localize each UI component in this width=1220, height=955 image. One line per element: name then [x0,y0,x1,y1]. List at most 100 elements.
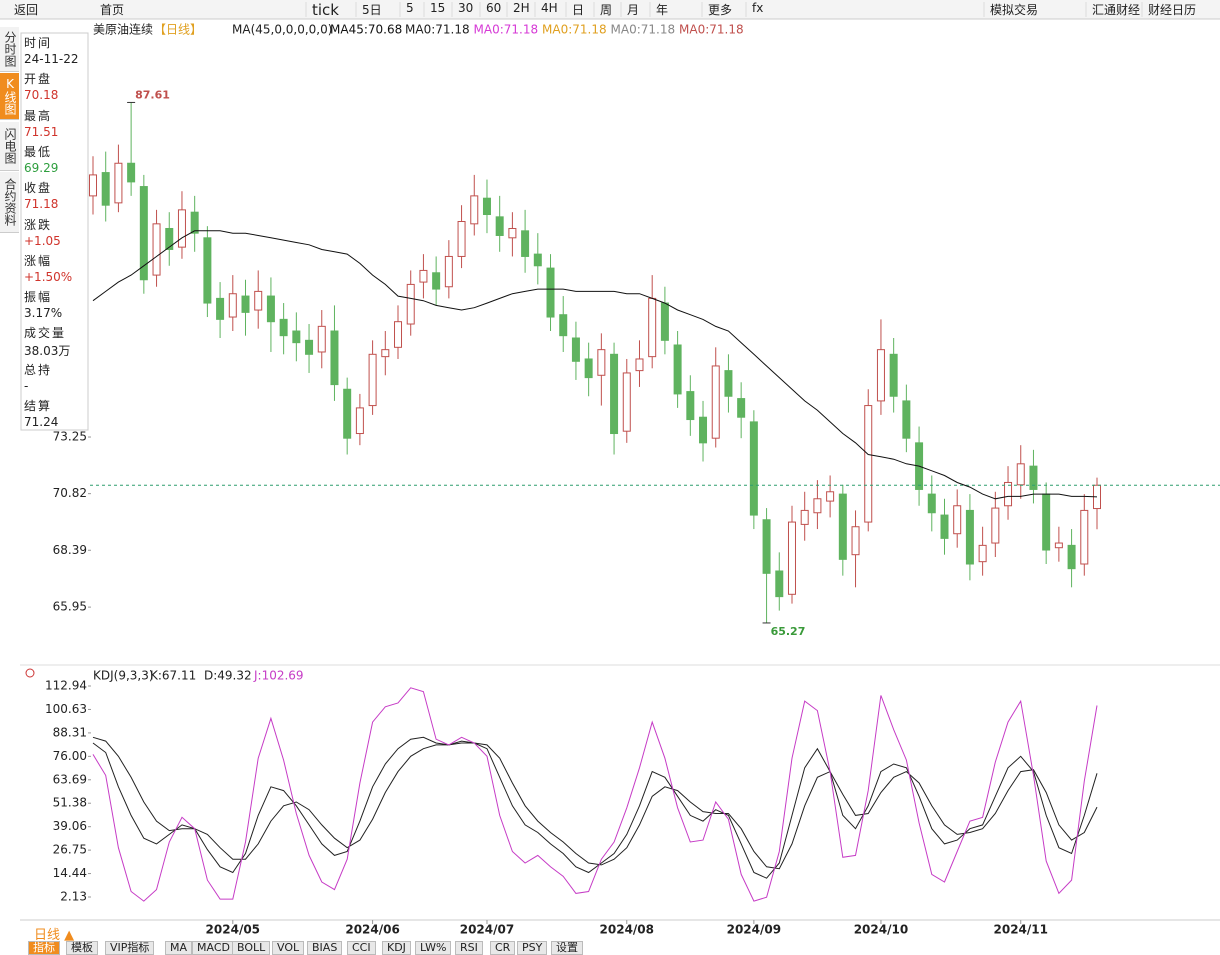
indicator-tab[interactable]: KDJ [382,941,411,955]
x-tick-label: 2024/09 [727,923,781,937]
candle-body [279,318,288,337]
toolbar-button[interactable]: 日 [572,3,585,17]
candle-body [927,493,936,514]
x-tick-label: 2024/11 [994,923,1048,937]
x-tick-label: 2024/10 [854,923,908,937]
indicator-tab[interactable]: MA [165,941,193,955]
candle-body [635,358,644,372]
candle-body [546,267,555,318]
toolbar-button[interactable]: 汇通财经 [1092,3,1141,17]
indicator-tab[interactable]: BIAS [307,941,343,955]
info-label: 结算 [24,399,53,413]
candle-body [127,162,136,183]
y-tick-label: 2.13 [60,889,87,903]
chart-title: 美原油连续 [93,22,153,37]
candle-body [355,407,364,435]
side-tab[interactable]: 合约资料 [0,172,19,233]
toolbar-bg [0,0,1220,19]
indicator-tab[interactable]: 设置 [551,941,583,955]
max-label: 87.61 [135,88,170,101]
indicator-tab[interactable]: 指标 [28,941,60,955]
toolbar-button[interactable]: fx [752,1,764,15]
info-value: +1.05 [24,233,61,248]
toolbar-button[interactable]: 2H [513,1,530,15]
candle-body [749,421,758,516]
info-panel [20,32,89,431]
kdj-icon [25,668,35,678]
candle-body [724,370,733,397]
legend-entry: D:49.32 [204,669,252,683]
legend-entry: MA0:71.18 [405,23,470,37]
indicator-tab[interactable]: PSY [517,941,548,955]
indicator-tab[interactable]: 模板 [66,941,98,955]
candle-body [343,388,352,439]
toolbar-button[interactable]: 周 [600,3,613,17]
indicator-tab[interactable]: CCI [347,941,376,955]
candle-body [571,337,580,362]
toolbar-button[interactable]: 30 [458,1,474,15]
y-tick-label: 65.95 [53,600,87,614]
info-label: 时间 [24,36,53,50]
candle-body [254,290,263,311]
side-tab[interactable]: 分时图 [0,27,19,72]
min-label: 65.27 [771,625,806,638]
indicator-tab[interactable]: RSI [455,941,483,955]
toolbar-button[interactable]: 模拟交易 [990,3,1039,17]
indicator-tab[interactable]: VIP指标 [105,941,155,955]
toolbar-button[interactable]: 首页 [100,3,125,17]
indicator-tab[interactable]: MACD [192,941,235,955]
indicator-tab[interactable]: BOLL [232,941,271,955]
toolbar-button[interactable]: 4H [541,1,558,15]
x-tick-label: 2024/07 [460,923,514,937]
legend-entry: K:67.11 [150,669,196,683]
candle-body [813,498,822,514]
toolbar-button[interactable]: 月 [627,3,640,17]
toolbar-button[interactable]: 更多 [708,3,733,17]
toolbar-button[interactable]: 5 [406,1,414,15]
candle-body [1042,493,1051,551]
candle-body [622,372,631,432]
ma-line [92,230,1098,500]
info-label: 最高 [24,108,53,123]
candle-body [851,526,860,556]
candle-body [686,391,695,421]
indicator-label: MA(45,0,0,0,0,0) [232,23,332,37]
period-label[interactable]: 日线 ▲ [34,928,75,943]
candle-body [991,507,1000,544]
candle-body [876,349,885,402]
candle-body [978,544,987,563]
kdj-title: KDJ(9,3,3) [93,669,154,683]
info-value: - [24,378,29,393]
candle-body [787,521,796,595]
toolbar-button[interactable]: 年 [656,3,669,17]
side-tab[interactable]: 闪电图 [0,122,19,171]
info-label: 总持 [24,362,53,377]
indicator-tab[interactable]: LW% [415,941,452,955]
candle-body [495,216,504,236]
indicator-tab[interactable]: CR [490,941,516,955]
candle-body [737,398,746,418]
toolbar-button[interactable]: 返回 [14,3,39,17]
toolbar-button[interactable]: 5日 [362,3,382,17]
y-tick-label: 26.75 [53,843,87,857]
toolbar-button[interactable]: tick [312,1,339,19]
y-tick-label: 73.25 [53,430,87,444]
candle-body [1016,463,1025,486]
y-tick-label: 76.00 [53,749,87,763]
toolbar-button[interactable]: 15 [430,1,446,15]
info-label: 涨幅 [24,253,53,268]
candle-body [216,297,225,320]
side-tab[interactable]: K线图 [0,73,19,120]
candle-body [775,570,784,598]
info-value: 71.51 [24,124,59,139]
toolbar-button[interactable]: 60 [486,1,502,15]
info-value: +1.50% [24,269,73,284]
candle-body [762,519,771,574]
indicator-tab[interactable]: VOL [272,941,305,955]
legend-entry: MA0:71.18 [474,23,539,37]
info-value: 70.18 [24,88,59,103]
candle-body [699,416,708,444]
toolbar-button[interactable]: 财经日历 [1148,3,1197,17]
